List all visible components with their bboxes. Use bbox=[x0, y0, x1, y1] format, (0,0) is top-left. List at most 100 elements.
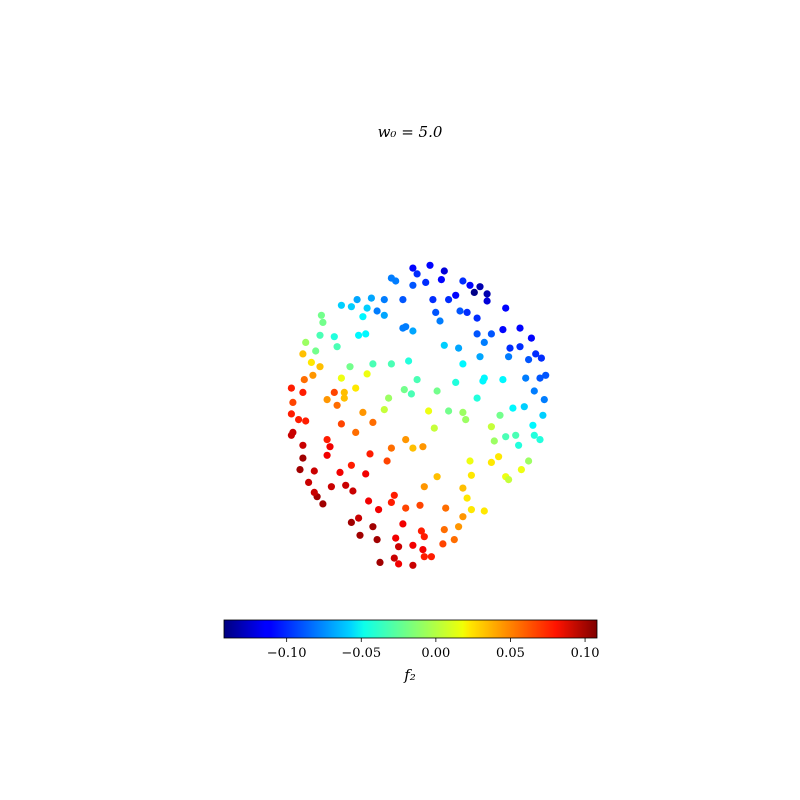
scatter-point bbox=[502, 433, 510, 441]
scatter-point bbox=[532, 350, 540, 358]
scatter-point bbox=[333, 343, 341, 351]
scatter-point bbox=[505, 476, 513, 484]
scatter-point bbox=[353, 296, 361, 304]
scatter-point bbox=[287, 410, 295, 418]
scatter-point bbox=[480, 338, 488, 346]
scatter-point bbox=[356, 531, 364, 539]
scatter-point bbox=[542, 371, 550, 379]
scatter-point bbox=[347, 518, 355, 527]
scatter-point bbox=[323, 436, 331, 444]
scatter-point bbox=[426, 261, 434, 269]
scatter-point bbox=[479, 377, 487, 385]
scatter-point bbox=[413, 376, 421, 384]
scatter-point bbox=[390, 491, 398, 499]
scatter-point bbox=[529, 421, 537, 429]
scatter-point bbox=[346, 363, 354, 371]
scatter-point bbox=[409, 281, 417, 289]
scatter-point bbox=[400, 386, 408, 394]
scatter-point bbox=[399, 520, 407, 528]
scatter-point bbox=[459, 408, 467, 416]
scatter-point bbox=[409, 541, 417, 549]
scatter-point bbox=[352, 384, 360, 392]
scatter-point bbox=[525, 457, 533, 465]
scatter-point bbox=[517, 466, 526, 474]
scatter-point bbox=[509, 404, 517, 412]
scatter-point bbox=[287, 384, 295, 392]
scatter-point bbox=[399, 296, 407, 304]
scatter-point bbox=[362, 330, 370, 338]
colorbar-tick-label: −0.10 bbox=[267, 646, 307, 661]
scatter-point bbox=[422, 278, 430, 286]
colorbar-gradient bbox=[223, 619, 598, 639]
scatter-point bbox=[340, 394, 348, 402]
scatter-point bbox=[405, 357, 413, 365]
scatter-point bbox=[473, 330, 481, 338]
scatter-point bbox=[287, 431, 295, 439]
scatter-point bbox=[349, 487, 357, 495]
scatter-point bbox=[536, 374, 544, 382]
scatter-point bbox=[455, 344, 463, 352]
scatter-point bbox=[459, 277, 467, 285]
scatter-point bbox=[520, 403, 528, 411]
scatter-point bbox=[323, 396, 331, 404]
colorbar-tick-label: 0.10 bbox=[571, 646, 600, 661]
scatter-point bbox=[363, 304, 371, 312]
scatter-point bbox=[387, 498, 395, 506]
scatter-point bbox=[463, 494, 471, 502]
scatter-point bbox=[387, 444, 395, 452]
scatter-point bbox=[445, 296, 453, 304]
scatter-point bbox=[369, 523, 377, 531]
scatter-point bbox=[355, 331, 363, 339]
scatter-point bbox=[419, 443, 427, 451]
scatter-point bbox=[299, 441, 307, 449]
scatter-point bbox=[416, 501, 424, 509]
scatter-point bbox=[383, 457, 391, 465]
scatter-point bbox=[300, 376, 308, 384]
scatter-point bbox=[487, 458, 495, 466]
scatter-point bbox=[316, 363, 324, 371]
scatter-point bbox=[430, 424, 438, 432]
scatter-point bbox=[536, 436, 544, 444]
scatter-point bbox=[425, 407, 433, 415]
scatter-point bbox=[409, 327, 417, 335]
scatter-point bbox=[440, 341, 448, 349]
scatter-point bbox=[352, 428, 360, 436]
scatter-point bbox=[310, 467, 318, 475]
scatter-point bbox=[373, 307, 381, 315]
scatter-point bbox=[420, 483, 428, 491]
scatter-point bbox=[437, 276, 445, 284]
scatter-point bbox=[365, 497, 373, 505]
scatter-point bbox=[505, 353, 513, 361]
colorbar: −0.10 −0.05 0.00 0.05 0.10 f₂ bbox=[223, 619, 600, 684]
scatter-point bbox=[462, 416, 470, 424]
scatter-point bbox=[473, 394, 481, 402]
scatter-point bbox=[347, 303, 355, 311]
scatter-point bbox=[337, 301, 345, 309]
scatter-point bbox=[467, 506, 475, 514]
scatter-point bbox=[440, 267, 448, 275]
scatter-point bbox=[330, 333, 338, 341]
scatter-point bbox=[330, 388, 338, 396]
scatter-point bbox=[499, 326, 507, 334]
scatter-point bbox=[299, 454, 307, 462]
scatter-point bbox=[395, 560, 403, 568]
scatter-points bbox=[287, 261, 550, 569]
scatter-point bbox=[433, 387, 441, 395]
scatter-point bbox=[402, 436, 410, 444]
scatter-point bbox=[366, 450, 374, 458]
scatter-point bbox=[427, 553, 435, 561]
scatter-point bbox=[319, 500, 327, 508]
scatter-point bbox=[467, 471, 475, 479]
scatter-point bbox=[476, 283, 484, 291]
scatter-point bbox=[540, 396, 548, 404]
scatter-point bbox=[387, 274, 395, 282]
scatter-point bbox=[333, 401, 341, 409]
scatter-point bbox=[487, 423, 495, 431]
scatter-point bbox=[375, 506, 383, 514]
scatter-point bbox=[512, 431, 520, 439]
scatter-point bbox=[385, 394, 393, 402]
scatter-point bbox=[455, 523, 463, 531]
scatter-point bbox=[299, 388, 307, 396]
scatter-point bbox=[436, 317, 444, 325]
scatter-point bbox=[539, 411, 547, 419]
